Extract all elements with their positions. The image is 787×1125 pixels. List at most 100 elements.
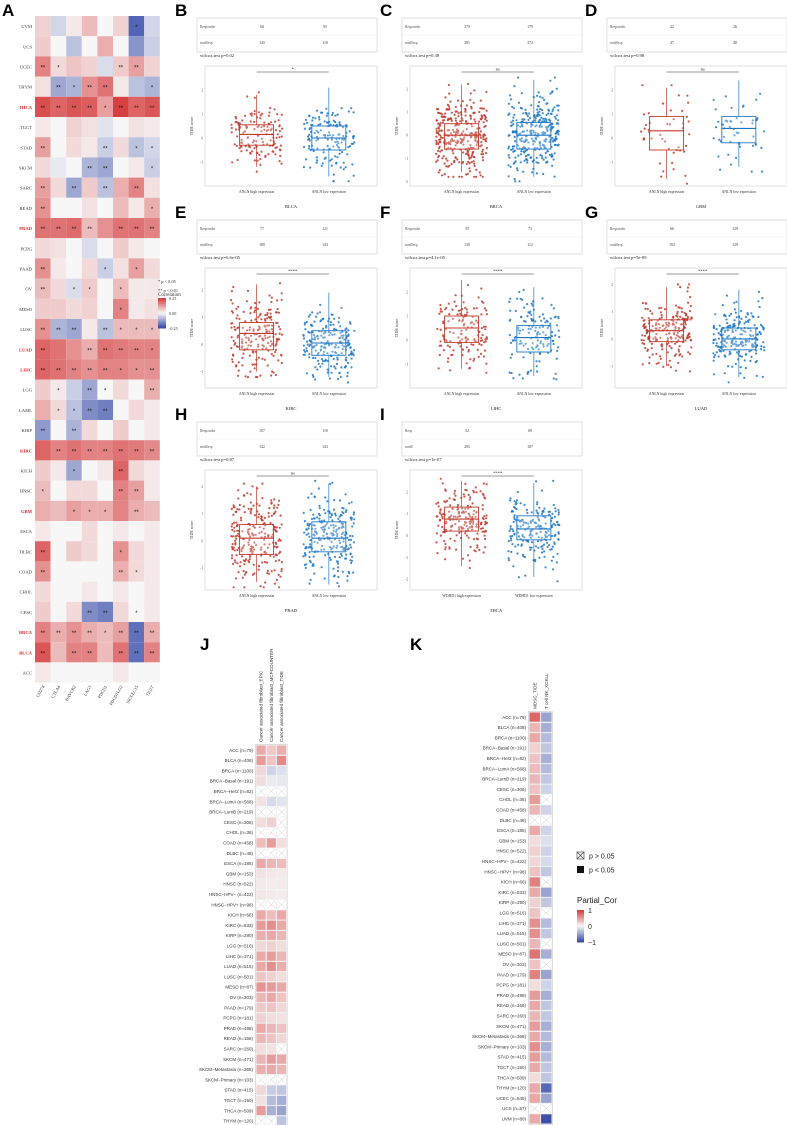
- heatmap-a-cell: [66, 622, 82, 643]
- data-point: [249, 120, 252, 123]
- data-point: [530, 511, 533, 514]
- heatmap-a-cell: [128, 581, 145, 602]
- data-point: [280, 361, 283, 365]
- data-point: [318, 116, 321, 119]
- heatmap-j-cell: [276, 951, 287, 962]
- data-point: [309, 508, 312, 512]
- heatmap-a-star: *: [120, 328, 123, 334]
- data-point: [444, 542, 447, 546]
- heatmap-j-cell: [266, 961, 277, 972]
- heatmap-j-cell: [266, 868, 277, 879]
- data-point: [309, 166, 312, 169]
- data-point: [280, 570, 283, 573]
- heatmap-a-cell: [97, 238, 113, 259]
- data-point: [324, 134, 327, 137]
- data-point: [535, 172, 539, 175]
- data-point: [546, 326, 549, 329]
- data-point: [759, 323, 763, 326]
- data-point: [266, 342, 270, 345]
- data-point: [467, 536, 470, 539]
- data-point: [329, 331, 332, 334]
- data-point: [309, 148, 312, 152]
- data-point: [331, 313, 334, 316]
- data-point: [514, 131, 517, 134]
- heatmap-a-cell: [50, 298, 67, 319]
- data-point: [526, 303, 529, 306]
- data-point: [467, 338, 470, 341]
- data-point: [480, 327, 483, 330]
- heatmap-a-col-label: PDCD1: [97, 685, 108, 700]
- data-point: [514, 156, 517, 159]
- data-point: [510, 371, 513, 375]
- data-point: [471, 151, 474, 154]
- heatmap-a-cell: [66, 440, 82, 461]
- data-point: [744, 366, 748, 370]
- data-point: [280, 523, 283, 526]
- data-point: [648, 362, 651, 365]
- data-point: [275, 321, 278, 325]
- heatmap-a-star: **: [150, 389, 155, 395]
- data-point: [482, 355, 485, 358]
- data-point: [330, 158, 333, 161]
- data-point: [469, 358, 472, 361]
- data-point: [543, 120, 546, 123]
- heatmap-a-star: **: [118, 348, 123, 354]
- data-point: [483, 515, 486, 518]
- data-point: [733, 308, 737, 311]
- data-point: [484, 340, 487, 343]
- data-point: [541, 156, 544, 160]
- heatmap-a-star: *: [57, 409, 60, 415]
- data-point: [259, 585, 262, 588]
- data-point: [682, 150, 686, 153]
- heatmap-j-row-label: SKCM (n=471): [223, 1057, 253, 1062]
- data-point: [715, 328, 718, 331]
- data-point: [246, 492, 249, 495]
- heatmap-a-cell: [66, 298, 82, 319]
- data-point: [714, 108, 717, 111]
- data-point: [252, 504, 255, 507]
- data-point: [551, 339, 554, 343]
- heatmap-a-cell: [81, 521, 98, 542]
- heatmap-j-col-label: Cancer associated fibroblast_TIDE: [279, 671, 284, 742]
- data-point: [236, 327, 239, 330]
- data-point: [475, 491, 478, 494]
- data-point: [522, 356, 525, 359]
- data-point: [263, 128, 266, 131]
- data-point: [455, 305, 458, 308]
- data-point: [235, 364, 238, 367]
- data-point: [684, 323, 687, 326]
- data-point: [245, 571, 248, 574]
- data-point: [324, 554, 327, 557]
- data-point: [264, 581, 267, 584]
- heatmap-k-row-label: SARC (n=260): [497, 1013, 527, 1018]
- data-point: [303, 127, 306, 130]
- data-point: [266, 364, 269, 367]
- data-point: [236, 529, 239, 532]
- data-point: [517, 543, 520, 547]
- data-point: [541, 297, 544, 300]
- heatmap-a-star: *: [135, 369, 138, 375]
- data-point: [668, 359, 671, 362]
- heatmap-a-row-label: KICH: [21, 469, 33, 474]
- data-point: [662, 102, 665, 105]
- data-point: [253, 572, 256, 575]
- data-point: [316, 516, 319, 519]
- data-point: [555, 561, 558, 564]
- heatmap-j-cell: [266, 837, 277, 848]
- data-point: [539, 144, 542, 147]
- data-point: [472, 101, 475, 104]
- data-point: [454, 294, 457, 297]
- data-point: [438, 511, 441, 515]
- heatmap-j-row-label: HNSC−HPV+ (n=98): [211, 902, 253, 907]
- data-point: [484, 152, 488, 155]
- heatmap-a-cell: [50, 581, 67, 602]
- box-pvalue: wilcox.test p=4.1e-05: [405, 255, 446, 260]
- heatmap-a-cell: [97, 460, 113, 481]
- data-point: [275, 136, 278, 139]
- heatmap-k-cell: [540, 753, 552, 764]
- heatmap-k-cell: [529, 846, 541, 856]
- heatmap-k-cell: [540, 1031, 552, 1042]
- data-point: [449, 100, 452, 103]
- heatmap-j-row-label: PRAD (n=498): [224, 1026, 254, 1031]
